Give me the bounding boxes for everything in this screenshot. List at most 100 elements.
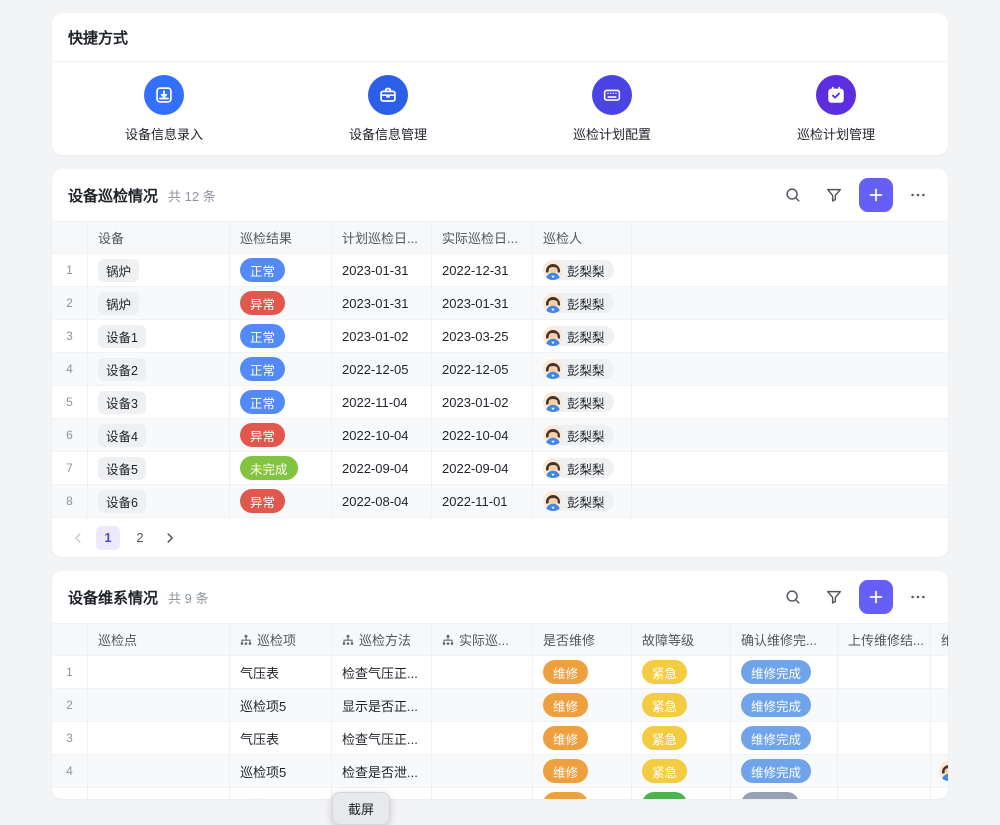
- repair-cell[interactable]: 维修: [533, 656, 632, 688]
- confirm-cell[interactable]: 维修完成: [731, 755, 838, 787]
- upload-cell[interactable]: [838, 755, 931, 787]
- inspector-cell[interactable]: 彭梨梨: [533, 254, 632, 286]
- column-header[interactable]: 巡检项: [230, 624, 332, 655]
- actual-date-cell[interactable]: 2022-12-05: [432, 353, 533, 385]
- device-cell[interactable]: 设备6: [88, 485, 230, 517]
- point-cell[interactable]: [88, 788, 230, 799]
- item-cell[interactable]: 气压表: [230, 656, 332, 688]
- device-cell[interactable]: 设备2: [88, 353, 230, 385]
- page-button-1[interactable]: 1: [96, 525, 120, 550]
- table-row[interactable]: 1 气压表 检查气压正... 维修 紧急 维修完成: [52, 656, 948, 689]
- table-row[interactable]: 3 设备1 正常 2023-01-02 2023-03-25: [52, 320, 948, 353]
- actual-date-cell[interactable]: 2022-09-04: [432, 452, 533, 484]
- table-row[interactable]: 4 设备2 正常 2022-12-05 2022-12-05: [52, 353, 948, 386]
- page-button-2[interactable]: 2: [136, 530, 144, 545]
- column-header[interactable]: 故障等级: [632, 624, 731, 655]
- column-header[interactable]: [52, 624, 88, 655]
- repair-cell[interactable]: 维修: [533, 755, 632, 787]
- inspector-cell[interactable]: 彭梨梨: [533, 353, 632, 385]
- actual-date-cell[interactable]: 2022-11-01: [432, 485, 533, 517]
- method-cell[interactable]: 检查气压正...: [332, 722, 432, 754]
- confirm-cell[interactable]: 维修完成: [731, 722, 838, 754]
- column-header-device[interactable]: 设备: [88, 222, 230, 253]
- table-row[interactable]: 2 锅炉 异常 2023-01-31 2023-01-31: [52, 287, 948, 320]
- extra-cell[interactable]: [931, 689, 948, 721]
- shortcut-device-entry[interactable]: 设备信息录入: [52, 74, 276, 143]
- device-cell[interactable]: 设备5: [88, 452, 230, 484]
- method-cell[interactable]: 检查气压正...: [332, 656, 432, 688]
- point-cell[interactable]: [88, 689, 230, 721]
- inspector-cell[interactable]: 彭梨梨: [533, 452, 632, 484]
- filter-icon[interactable]: [818, 179, 850, 211]
- upload-cell[interactable]: [838, 656, 931, 688]
- actual-cell[interactable]: [432, 788, 533, 799]
- table-row[interactable]: 2 巡检项5 显示是否正... 维修 紧急 维修完成: [52, 689, 948, 722]
- planned-date-cell[interactable]: 2023-01-02: [332, 320, 432, 352]
- result-cell[interactable]: 异常: [230, 485, 332, 517]
- actual-date-cell[interactable]: 2023-03-25: [432, 320, 533, 352]
- column-header[interactable]: 巡检方法: [332, 624, 432, 655]
- table-row[interactable]: 5 巡检项5 显示是否正... 维修 重要 维修中: [52, 788, 948, 799]
- result-cell[interactable]: 正常: [230, 254, 332, 286]
- actual-date-cell[interactable]: 2023-01-02: [432, 386, 533, 418]
- search-icon[interactable]: [777, 179, 809, 211]
- column-header[interactable]: 上传维修结...: [838, 624, 931, 655]
- result-cell[interactable]: 异常: [230, 419, 332, 451]
- repair-cell[interactable]: 维修: [533, 788, 632, 799]
- result-cell[interactable]: 正常: [230, 386, 332, 418]
- inspector-cell[interactable]: 彭梨梨: [533, 287, 632, 319]
- result-cell[interactable]: 正常: [230, 353, 332, 385]
- result-cell[interactable]: 未完成: [230, 452, 332, 484]
- point-cell[interactable]: [88, 755, 230, 787]
- level-cell[interactable]: 紧急: [632, 689, 731, 721]
- inspector-cell[interactable]: 彭梨梨: [533, 386, 632, 418]
- extra-cell[interactable]: [931, 755, 948, 787]
- actual-cell[interactable]: [432, 722, 533, 754]
- confirm-cell[interactable]: 维修中: [731, 788, 838, 799]
- item-cell[interactable]: 气压表: [230, 722, 332, 754]
- planned-date-cell[interactable]: 2023-01-31: [332, 254, 432, 286]
- actual-cell[interactable]: [432, 755, 533, 787]
- result-cell[interactable]: 正常: [230, 320, 332, 352]
- filter-icon[interactable]: [818, 581, 850, 613]
- column-header-inspector[interactable]: 巡检人: [533, 222, 632, 253]
- table-row[interactable]: 3 气压表 检查气压正... 维修 紧急 维修完成: [52, 722, 948, 755]
- planned-date-cell[interactable]: 2023-01-31: [332, 287, 432, 319]
- column-header-result[interactable]: 巡检结果: [230, 222, 332, 253]
- method-cell[interactable]: 检查是否泄...: [332, 755, 432, 787]
- next-page-icon[interactable]: [160, 526, 180, 550]
- prev-page-icon[interactable]: [68, 526, 88, 550]
- table-row[interactable]: 7 设备5 未完成 2022-09-04 2022-09-04: [52, 452, 948, 485]
- column-header-actual[interactable]: 实际巡检日...: [432, 222, 533, 253]
- column-header-planned[interactable]: 计划巡检日...: [332, 222, 432, 253]
- table-row[interactable]: 4 巡检项5 检查是否泄... 维修 紧急 维修完成: [52, 755, 948, 788]
- planned-date-cell[interactable]: 2022-09-04: [332, 452, 432, 484]
- more-icon[interactable]: [902, 581, 934, 613]
- table-row[interactable]: 5 设备3 正常 2022-11-04 2023-01-02: [52, 386, 948, 419]
- add-record-button[interactable]: [859, 580, 893, 614]
- item-cell[interactable]: 巡检项5: [230, 788, 332, 799]
- search-icon[interactable]: [777, 581, 809, 613]
- confirm-cell[interactable]: 维修完成: [731, 656, 838, 688]
- method-cell[interactable]: 显示是否正...: [332, 689, 432, 721]
- shortcut-device-manage[interactable]: 设备信息管理: [276, 74, 500, 143]
- shortcut-plan-manage[interactable]: 巡检计划管理: [724, 74, 948, 143]
- device-cell[interactable]: 设备4: [88, 419, 230, 451]
- extra-cell[interactable]: [931, 722, 948, 754]
- actual-cell[interactable]: [432, 656, 533, 688]
- column-header[interactable]: 巡检点: [88, 624, 230, 655]
- planned-date-cell[interactable]: 2022-12-05: [332, 353, 432, 385]
- upload-cell[interactable]: [838, 689, 931, 721]
- column-header[interactable]: 确认维修完...: [731, 624, 838, 655]
- item-cell[interactable]: 巡检项5: [230, 755, 332, 787]
- table-row[interactable]: 6 设备4 异常 2022-10-04 2022-10-04: [52, 419, 948, 452]
- actual-cell[interactable]: [432, 689, 533, 721]
- device-cell[interactable]: 设备3: [88, 386, 230, 418]
- upload-cell[interactable]: [838, 722, 931, 754]
- point-cell[interactable]: [88, 722, 230, 754]
- confirm-cell[interactable]: 维修完成: [731, 689, 838, 721]
- point-cell[interactable]: [88, 656, 230, 688]
- level-cell[interactable]: 紧急: [632, 722, 731, 754]
- add-record-button[interactable]: [859, 178, 893, 212]
- level-cell[interactable]: 紧急: [632, 755, 731, 787]
